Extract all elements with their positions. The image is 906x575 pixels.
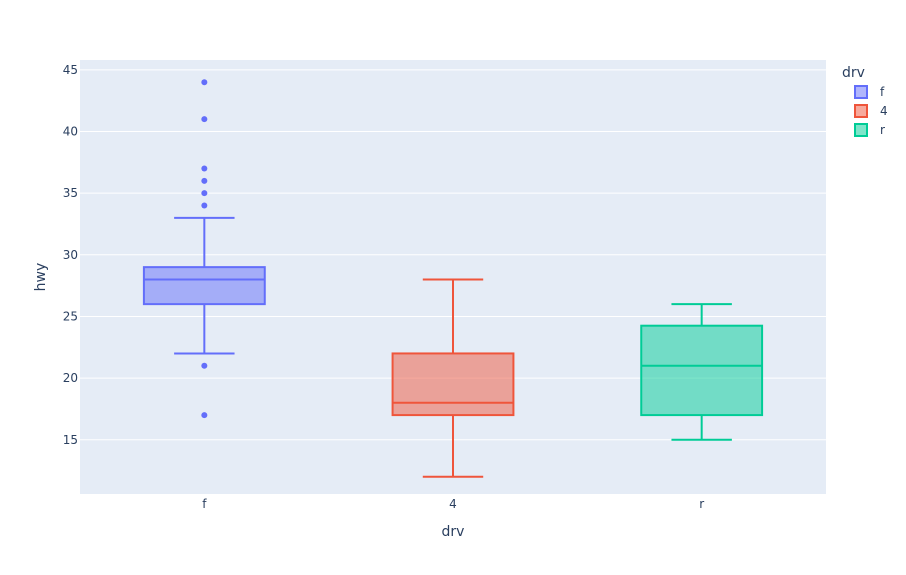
legend[interactable]: drv f 4 r	[842, 65, 888, 137]
x-axis-ticks: f 4 r	[202, 497, 704, 511]
y-tick-label-45: 45	[63, 63, 78, 77]
legend-label-4: 4	[880, 104, 888, 118]
y-tick-label-15: 15	[63, 433, 78, 447]
outlier-f-7	[201, 79, 208, 86]
legend-swatch-4	[854, 104, 868, 118]
legend-label-f: f	[880, 85, 885, 99]
box-f	[142, 79, 266, 419]
y-tick-label-40: 40	[63, 125, 78, 139]
outlier-f-5	[201, 165, 208, 172]
box-r	[640, 303, 764, 441]
x-tick-label-r: r	[699, 497, 704, 511]
legend-item-r[interactable]: r	[854, 123, 885, 137]
outlier-f-3	[201, 190, 208, 197]
legend-item-f[interactable]: f	[854, 85, 885, 99]
legend-label-r: r	[880, 123, 885, 137]
legend-item-4[interactable]: 4	[854, 104, 888, 118]
box-iqr-4	[391, 352, 515, 417]
legend-swatch-r	[854, 123, 868, 137]
y-tick-label-20: 20	[63, 371, 78, 385]
boxes	[142, 79, 764, 478]
y-axis-ticks: 15 20 25 30 35 40 45	[63, 63, 78, 447]
outlier-f-6	[201, 116, 208, 123]
x-tick-label-4: 4	[449, 497, 457, 511]
legend-title: drv	[842, 65, 865, 81]
outlier-f-1	[201, 362, 208, 369]
y-tick-label-30: 30	[63, 248, 78, 262]
y-axis-title: hwy	[33, 263, 49, 292]
outlier-f-0	[201, 412, 208, 419]
box-iqr-f	[142, 266, 266, 306]
x-axis-title: drv	[442, 524, 465, 540]
legend-swatch-f	[854, 85, 868, 99]
y-tick-label-25: 25	[63, 309, 78, 323]
outlier-f-2	[201, 202, 208, 209]
box-iqr-r	[640, 324, 764, 417]
x-tick-label-f: f	[202, 497, 207, 511]
box-4	[391, 278, 515, 478]
y-tick-label-35: 35	[63, 186, 78, 200]
outlier-f-4	[201, 177, 208, 184]
